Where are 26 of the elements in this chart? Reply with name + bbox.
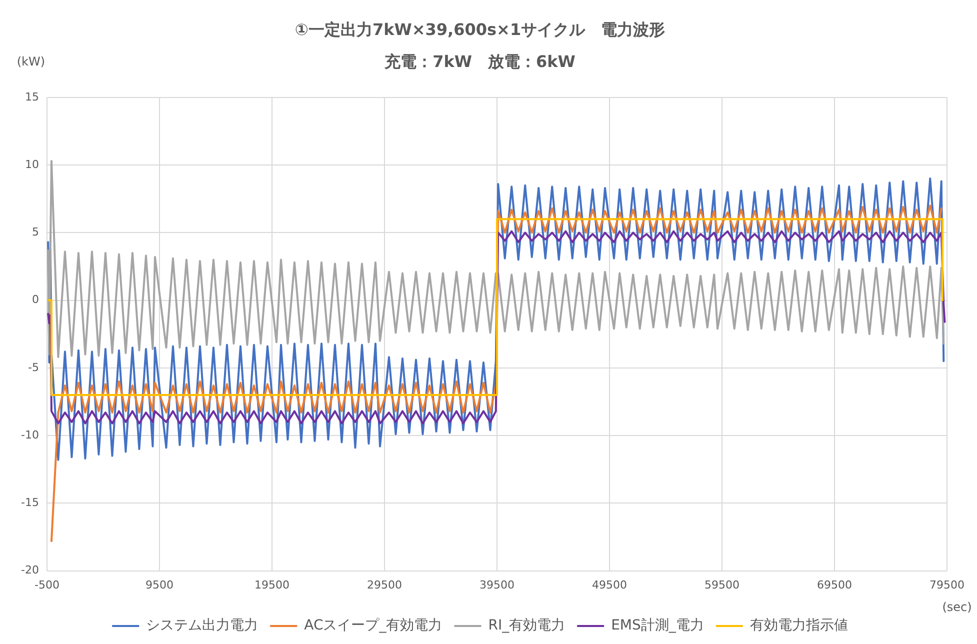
x-tick-label: -500 [34,578,60,592]
x-tick-label: 29500 [366,578,402,592]
y-tick-label: -15 [21,496,39,510]
y-tick-label: -20 [21,564,39,577]
x-tick-label: 39500 [479,578,514,592]
legend-label: EMS計測_電力 [611,618,704,634]
x-tick-label: 69500 [816,578,852,592]
x-tick-label: 59500 [704,578,740,592]
x-tick-label: 19500 [254,578,290,592]
x-tick-label: 79500 [930,578,964,592]
y-axis-title: (kW) [16,54,46,69]
chart-title: ①一定出力7kW×39,600s×1サイクル 電力波形 [294,20,666,39]
legend-label: ACスイープ_有効電力 [304,618,442,634]
chart-subtitle: 充電：7kW 放電：6kW [384,52,576,71]
legend-label: 有効電力指示値 [750,618,848,634]
y-tick-label: 10 [24,158,39,171]
legend-label: システム出力電力 [146,618,258,634]
y-tick-label: 15 [24,90,39,104]
y-tick-label: 0 [32,293,39,306]
x-tick-label: 49500 [592,578,627,592]
x-axis-title: (sec) [942,600,972,614]
y-tick-label: -5 [28,360,39,374]
y-tick-label: -10 [21,428,39,442]
y-tick-label: 5 [32,226,39,239]
x-tick-label: 9500 [145,578,174,592]
legend-label: RI_有効電力 [488,618,566,634]
